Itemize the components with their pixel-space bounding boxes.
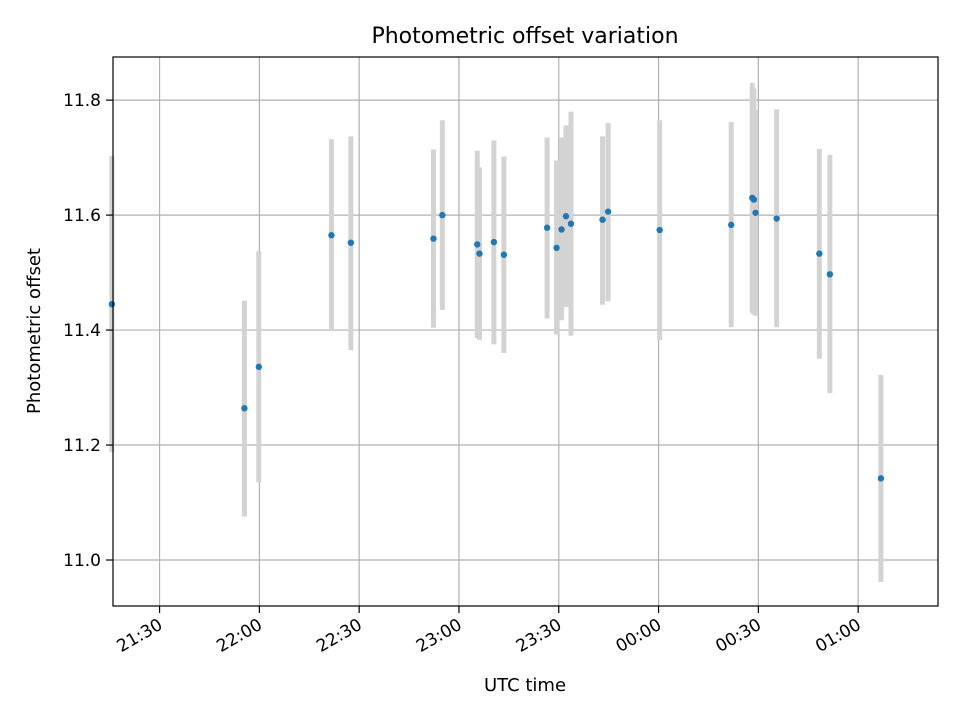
y-tick-label: 11.8 — [63, 91, 101, 111]
data-point — [877, 475, 885, 482]
data-point — [500, 251, 508, 258]
data-point — [816, 250, 823, 257]
data-point — [347, 239, 355, 246]
data-point — [255, 363, 263, 371]
data-point — [108, 300, 116, 308]
data-point — [558, 226, 565, 233]
data-point — [474, 241, 481, 248]
y-axis-ticks: 11.0 11.2 11.4 11.6 11.8 — [63, 91, 113, 571]
plot-area-frame — [112, 56, 939, 607]
y-axis-label: Photometric offset — [24, 248, 45, 414]
data-point — [439, 211, 446, 219]
data-point — [543, 224, 551, 231]
y-tick-label: 11.2 — [63, 436, 101, 456]
data-point — [241, 405, 248, 412]
data-point — [604, 208, 612, 215]
data-point — [567, 220, 575, 227]
data-point — [752, 209, 759, 216]
data-point — [727, 221, 735, 229]
data-point — [553, 244, 560, 252]
data-point — [562, 213, 570, 220]
data-point — [773, 215, 780, 222]
data-point — [750, 196, 758, 203]
y-tick-label: 11.4 — [63, 321, 101, 341]
x-axis-label: UTC time — [484, 675, 566, 696]
data-point — [826, 271, 834, 278]
chart-title: Photometric offset variation — [371, 24, 678, 49]
data-point — [328, 232, 335, 239]
y-tick-label: 11.6 — [63, 206, 101, 226]
data-point — [476, 250, 483, 257]
data-point — [599, 216, 606, 223]
data-point — [656, 226, 663, 234]
data-point — [430, 235, 437, 242]
y-tick-label: 11.0 — [63, 551, 101, 571]
data-point — [490, 238, 498, 246]
